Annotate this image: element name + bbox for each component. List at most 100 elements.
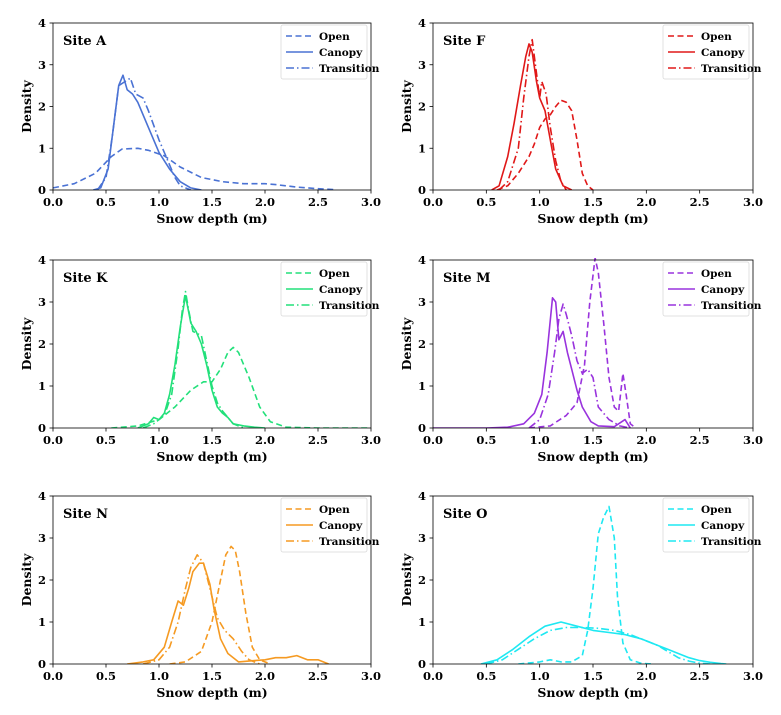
legend-label-open: Open	[319, 31, 350, 43]
series-group	[111, 290, 371, 428]
y-tick-label: 4	[418, 489, 426, 503]
x-tick-label: 0.0	[43, 195, 63, 209]
series-group	[53, 74, 334, 190]
x-tick-label: 1.0	[149, 433, 169, 447]
legend-label-canopy: Canopy	[701, 47, 745, 59]
y-tick-label: 3	[418, 295, 426, 309]
series-line-transition	[498, 38, 567, 190]
density-panel-site-a: 0.0 0.5 1.0 1.5 2.0 2.5 3.0 0 1 2 3 4 Snow depth (m)…	[19, 16, 381, 226]
series-group	[480, 505, 727, 664]
y-tick-label: 0	[38, 421, 46, 435]
site-title: Site M	[443, 271, 491, 286]
x-tick-label: 2.0	[636, 195, 656, 209]
y-axis-label: Density	[19, 79, 34, 132]
density-panel-site-k: 0.0 0.5 1.0 1.5 2.0 2.5 3.0 0 1 2 3 4 Snow depth (m)…	[19, 253, 381, 464]
series-line-canopy	[480, 621, 727, 664]
x-tick-label: 1.0	[149, 669, 169, 683]
y-tick-label: 1	[38, 141, 46, 155]
series-line-canopy	[93, 74, 202, 190]
x-tick-label: 2.5	[308, 669, 328, 683]
series-group	[127, 545, 329, 664]
x-tick-label: 0.0	[423, 669, 443, 683]
legend: Open Canopy Transition	[280, 24, 380, 80]
y-tick-label: 2	[418, 100, 426, 114]
y-tick-label: 3	[38, 531, 46, 545]
x-tick-label: 0.0	[43, 433, 63, 447]
x-tick-label: 1.0	[149, 195, 169, 209]
x-tick-label: 0.0	[43, 669, 63, 683]
series-group	[491, 38, 594, 190]
x-tick-label: 1.5	[202, 669, 222, 683]
x-axis-label: Snow depth (m)	[537, 685, 648, 700]
legend: Open Canopy Transition	[662, 261, 762, 317]
y-tick-label: 3	[38, 58, 46, 72]
x-tick-label: 0.5	[476, 433, 496, 447]
y-axis-label: Density	[399, 317, 414, 370]
legend-label-transition: Transition	[319, 300, 380, 312]
y-tick-label: 1	[418, 141, 426, 155]
density-panel-site-f: 0.0 0.5 1.0 1.5 2.0 2.5 3.0 0 1 2 3 4 Snow depth (m)…	[399, 16, 763, 226]
legend: Open Canopy Transition	[662, 24, 762, 80]
legend-label-canopy: Canopy	[701, 520, 745, 532]
legend-box	[280, 497, 368, 553]
y-tick-label: 0	[38, 657, 46, 671]
y-tick-label: 4	[418, 16, 426, 30]
series-line-open	[528, 258, 637, 428]
series-line-transition	[486, 626, 711, 664]
x-tick-label: 2.0	[636, 433, 656, 447]
y-tick-label: 4	[38, 489, 46, 503]
x-tick-label: 0.5	[476, 195, 496, 209]
x-tick-label: 3.0	[743, 433, 763, 447]
x-tick-label: 0.0	[423, 195, 443, 209]
x-tick-label: 1.0	[530, 195, 550, 209]
y-tick-label: 0	[38, 183, 46, 197]
series-line-open	[53, 147, 334, 190]
y-tick-label: 4	[38, 253, 46, 267]
y-tick-label: 3	[38, 295, 46, 309]
x-tick-label: 2.5	[308, 433, 328, 447]
series-line-open	[518, 505, 652, 664]
legend-box	[662, 497, 750, 553]
x-tick-label: 0.0	[423, 433, 443, 447]
series-line-transition	[528, 303, 631, 428]
y-tick-label: 1	[418, 379, 426, 393]
legend-label-transition: Transition	[319, 536, 380, 548]
y-tick-label: 3	[418, 531, 426, 545]
y-tick-label: 0	[418, 657, 426, 671]
series-line-canopy	[127, 562, 329, 664]
x-tick-label: 2.5	[690, 433, 710, 447]
y-tick-label: 2	[418, 573, 426, 587]
x-tick-label: 1.5	[583, 669, 603, 683]
x-tick-label: 2.0	[255, 195, 275, 209]
legend-label-canopy: Canopy	[319, 520, 363, 532]
x-tick-label: 0.5	[96, 669, 116, 683]
x-tick-label: 2.0	[255, 433, 275, 447]
x-tick-label: 2.0	[636, 669, 656, 683]
legend-label-canopy: Canopy	[701, 284, 745, 296]
x-tick-label: 2.5	[690, 195, 710, 209]
y-tick-label: 0	[418, 421, 426, 435]
site-title: Site A	[63, 34, 107, 49]
x-tick-label: 3.0	[743, 669, 763, 683]
x-tick-label: 0.5	[96, 433, 116, 447]
legend-label-open: Open	[701, 268, 732, 280]
legend-label-open: Open	[701, 31, 732, 43]
y-axis-label: Density	[399, 553, 414, 606]
legend-box	[662, 24, 750, 80]
legend-box	[662, 261, 750, 317]
site-title: Site K	[63, 271, 108, 286]
legend-label-canopy: Canopy	[319, 47, 363, 59]
x-tick-label: 2.0	[255, 669, 275, 683]
legend-label-transition: Transition	[701, 536, 762, 548]
y-tick-label: 1	[38, 379, 46, 393]
legend-label-transition: Transition	[319, 63, 380, 75]
legend-label-transition: Transition	[701, 63, 762, 75]
series-line-canopy	[137, 294, 266, 428]
site-title: Site O	[443, 507, 487, 522]
x-tick-label: 0.5	[476, 669, 496, 683]
x-tick-label: 3.0	[743, 195, 763, 209]
x-tick-label: 3.0	[361, 195, 381, 209]
series-group	[433, 258, 637, 428]
y-tick-label: 1	[418, 615, 426, 629]
